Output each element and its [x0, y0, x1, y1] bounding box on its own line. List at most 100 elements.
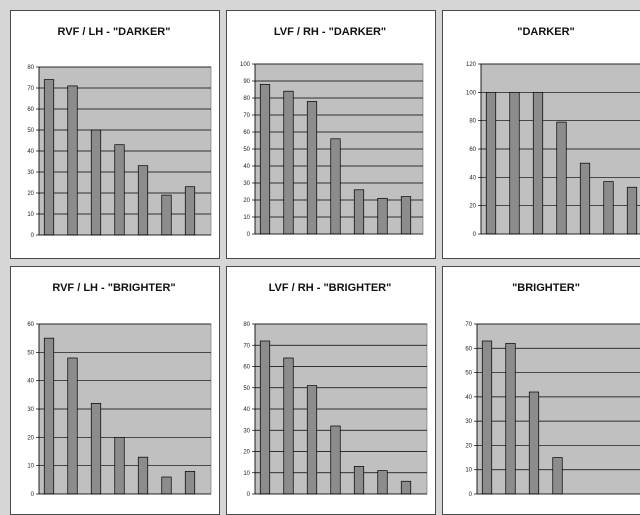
bar: [67, 85, 78, 236]
bar: [184, 470, 196, 495]
bar: [353, 466, 365, 495]
y-tick-label: 60: [469, 147, 476, 153]
y-tick-label: 60: [465, 346, 472, 352]
y-tick-label: 60: [243, 130, 250, 136]
y-tick-label: 40: [469, 175, 476, 181]
y-tick-label: 60: [27, 322, 34, 328]
y-tick-label: 80: [469, 119, 476, 125]
y-tick-label: 20: [243, 450, 250, 456]
y-tick-label: 80: [243, 322, 250, 328]
y-tick-label: 30: [243, 428, 250, 434]
y-tick-label: 10: [243, 215, 250, 221]
bar: [43, 337, 55, 495]
chart-svg: "DARKER" 0 20 40 60 80 100 120: [466, 26, 640, 238]
y-tick-label: 80: [243, 96, 250, 102]
bar: [43, 79, 55, 236]
y-tick-label: 70: [27, 86, 34, 92]
y-tick-label: 0: [469, 492, 473, 498]
bar: [161, 194, 172, 236]
bar: [259, 340, 271, 495]
bar: [114, 144, 125, 236]
y-tick-label: 60: [243, 365, 250, 371]
chart-title: LVF / RH - "DARKER": [274, 26, 386, 38]
y-tick-label: 100: [240, 62, 251, 68]
y-tick-label: 0: [31, 233, 35, 239]
bar: [552, 457, 563, 495]
y-tick-label: 0: [247, 492, 251, 498]
bar: [579, 162, 591, 235]
bar: [161, 476, 172, 495]
y-tick-label: 70: [465, 322, 472, 328]
y-tick-label: 30: [243, 181, 250, 187]
y-tick-label: 0: [247, 232, 251, 238]
bar: [259, 84, 271, 235]
y-tick-label: 30: [27, 170, 34, 176]
y-tick-label: 70: [243, 343, 250, 349]
y-tick-label: 60: [27, 107, 34, 113]
chart-title: RVF / LH - "DARKER": [58, 26, 171, 38]
bar: [306, 101, 318, 235]
y-tick-label: 0: [473, 232, 477, 238]
chart-title: LVF / RH - "BRIGHTER": [269, 282, 392, 294]
chart-panel-darker: "DARKER" 0 20 40 60 80 100 120: [442, 10, 640, 259]
bar: [90, 129, 102, 236]
bar: [67, 357, 78, 495]
chart-panel-brighter: "BRIGHTER" 0 10 20 30 40 50 60 70: [442, 266, 640, 515]
chart-title: "BRIGHTER": [512, 282, 580, 294]
bar: [532, 91, 544, 235]
bar: [603, 181, 614, 235]
y-tick-label: 0: [31, 492, 35, 498]
bar: [283, 357, 294, 495]
bar: [137, 165, 149, 236]
chart-svg: LVF / RH - "DARKER" 0 10 20 30 40 50 60 70 80 90 10…: [240, 26, 424, 238]
chart-panel-rvf-lh-brighter: RVF / LH - "BRIGHTER" 0 10 20 30 40 50 60: [10, 266, 220, 515]
y-tick-label: 50: [465, 371, 472, 377]
chart-svg: RVF / LH - "BRIGHTER" 0 10 20 30 40 50 60: [27, 282, 212, 498]
bar: [400, 480, 412, 495]
y-tick-label: 120: [466, 62, 477, 68]
y-tick-label: 80: [27, 65, 34, 71]
y-tick-label: 50: [27, 128, 34, 134]
bar: [556, 121, 567, 235]
bar: [184, 186, 196, 236]
y-tick-label: 40: [465, 395, 472, 401]
chart-svg: "BRIGHTER" 0 10 20 30 40 50 60 70: [465, 282, 640, 498]
y-tick-label: 90: [243, 79, 250, 85]
bar: [377, 470, 388, 495]
y-tick-label: 50: [243, 147, 250, 153]
y-tick-label: 20: [27, 435, 34, 441]
y-tick-label: 40: [243, 164, 250, 170]
y-tick-label: 100: [466, 90, 477, 96]
chart-svg: LVF / RH - "BRIGHTER" 0 10 20 30 40 50 60 70 80: [243, 282, 428, 498]
chart-panel-lvf-rh-darker: LVF / RH - "DARKER" 0 10 20 30 40 50 60 70 80 90 10…: [226, 10, 436, 259]
y-tick-label: 40: [27, 379, 34, 385]
chart-title: RVF / LH - "BRIGHTER": [52, 282, 175, 294]
chart-svg: RVF / LH - "DARKER" 0 10 20 30 40 50 60 70 80: [27, 26, 212, 239]
bar: [353, 189, 365, 235]
y-tick-label: 10: [27, 212, 34, 218]
y-tick-label: 20: [243, 198, 250, 204]
y-tick-label: 50: [243, 386, 250, 392]
bar: [509, 91, 520, 235]
chart-title: "DARKER": [517, 26, 575, 38]
y-tick-label: 10: [27, 464, 34, 470]
bar: [137, 456, 149, 495]
chart-panel-lvf-rh-brighter: LVF / RH - "BRIGHTER" 0 10 20 30 40 50 60 70 80: [226, 266, 436, 515]
y-tick-label: 20: [27, 191, 34, 197]
bar: [528, 391, 540, 495]
y-tick-label: 50: [27, 350, 34, 356]
bar: [283, 90, 294, 235]
bar: [505, 343, 516, 495]
bar: [306, 385, 318, 495]
chart-panel-rvf-lh-darker: RVF / LH - "DARKER" 0 10 20 30 40 50 60 70 80: [10, 10, 220, 259]
bar: [330, 425, 341, 495]
bar: [485, 91, 497, 235]
y-tick-label: 30: [27, 407, 34, 413]
y-tick-label: 40: [243, 407, 250, 413]
y-tick-label: 20: [465, 443, 472, 449]
bar: [114, 436, 125, 495]
y-tick-label: 70: [243, 113, 250, 119]
bar: [626, 186, 638, 235]
bar: [377, 197, 388, 235]
